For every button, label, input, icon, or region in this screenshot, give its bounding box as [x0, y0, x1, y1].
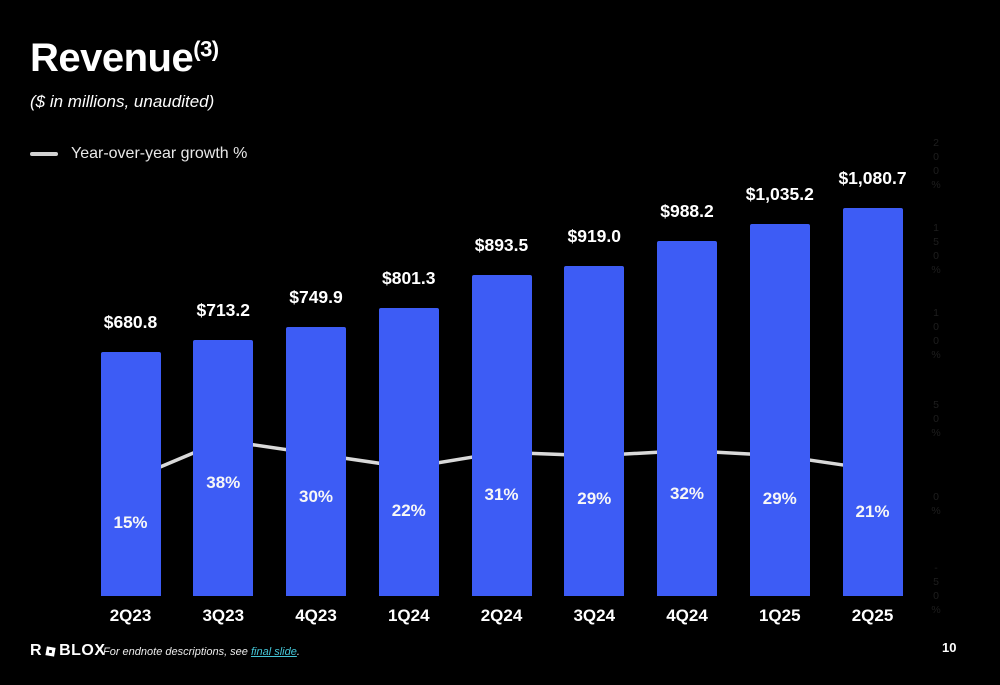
bar-value-2Q23: $680.8	[103, 311, 158, 332]
page-title: Revenue(3)	[30, 36, 219, 81]
x-axis-label-4Q24: 4Q24	[666, 606, 708, 625]
growth-label-2Q23: 15%	[113, 512, 148, 532]
bar-value-2Q24: $893.5	[474, 235, 529, 256]
bar-4Q23	[286, 326, 346, 596]
growth-label-4Q24: 32%	[669, 483, 705, 503]
bar-value-3Q23: $713.2	[196, 299, 251, 320]
legend-label: Year-over-year growth %	[71, 145, 248, 162]
growth-label-1Q24: 22%	[391, 500, 426, 520]
bar-1Q24	[378, 308, 439, 596]
bar-3Q23	[193, 339, 254, 596]
bar-value-3Q24: $919.0	[567, 226, 622, 247]
x-axis-label-3Q24: 3Q24	[573, 606, 616, 625]
x-axis-label-2Q24: 2Q24	[480, 606, 523, 625]
x-axis-label-1Q25: 1Q25	[758, 606, 801, 625]
growth-label-2Q25: 21%	[855, 502, 890, 522]
growth-label-4Q23: 30%	[298, 487, 334, 506]
roblox-tilted-square-icon	[45, 645, 56, 657]
endnote-period: .	[296, 646, 300, 658]
growth-label-3Q23: 38%	[206, 473, 241, 493]
legend: Year-over-year growth %	[30, 145, 247, 163]
page-number: 10	[942, 640, 957, 655]
x-axis-label-2Q25: 2Q25	[851, 606, 894, 625]
bar-2Q23	[100, 351, 161, 596]
right-axis-tick-100%: 100%	[930, 307, 942, 363]
bar-2Q25	[842, 208, 903, 596]
right-axis-tick-150%: 150%	[930, 222, 942, 278]
page-title-footnote-ref: (3)	[193, 36, 219, 62]
subtitle: ($ in millions, unaudited)	[30, 92, 215, 111]
line-swatch-icon	[30, 152, 58, 156]
logo-text-prefix: R	[30, 642, 43, 659]
bar-value-2Q25: $1,080.7	[838, 168, 907, 188]
growth-label-1Q25: 29%	[762, 488, 797, 508]
right-axis-tick--50%: -50%	[930, 562, 942, 618]
page-title-text: Revenue	[30, 36, 194, 80]
x-axis-label-3Q23: 3Q23	[202, 606, 245, 625]
x-axis-label-1Q24: 1Q24	[387, 606, 430, 625]
bar-value-1Q25: $1,035.2	[745, 184, 814, 205]
endnote-text: For endnote descriptions, see	[103, 646, 251, 658]
right-axis-tick-50%: 50%	[930, 399, 942, 441]
bar-2Q24	[471, 275, 532, 596]
bar-value-1Q24: $801.3	[381, 268, 436, 289]
x-axis-label-4Q23: 4Q23	[295, 606, 337, 625]
growth-label-3Q24: 29%	[577, 488, 612, 508]
bar-3Q24	[564, 266, 625, 596]
bar-value-4Q24: $988.2	[660, 201, 714, 222]
bar-4Q24	[657, 241, 717, 596]
endnote-link[interactable]: final slide	[250, 646, 297, 658]
endnote: For endnote descriptions, see final slid…	[103, 646, 300, 658]
right-axis-tick-0%: 0%	[930, 491, 942, 519]
logo-text-suffix: BLOX	[59, 642, 106, 659]
right-axis-tick-200%: 200%	[930, 137, 942, 193]
bar-1Q25	[749, 224, 810, 596]
growth-label-2Q24: 31%	[484, 485, 519, 505]
bar-value-4Q23: $749.9	[289, 286, 343, 307]
x-axis-label-2Q23: 2Q23	[109, 606, 152, 625]
roblox-logo: R BLOX	[30, 642, 106, 660]
